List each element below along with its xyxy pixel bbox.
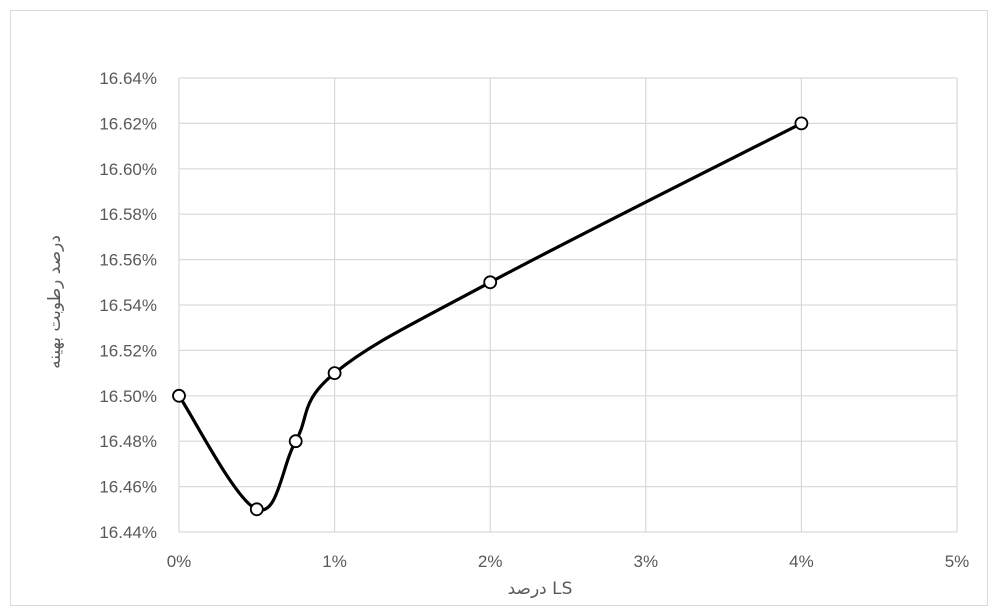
data-point-marker <box>329 367 341 379</box>
y-tick-label: 16.62% <box>99 114 157 133</box>
x-tick-label: 2% <box>478 552 503 571</box>
y-tick-label: 16.50% <box>99 387 157 406</box>
data-point-marker <box>795 117 807 129</box>
gridlines <box>179 78 957 532</box>
y-tick-label: 16.58% <box>99 205 157 224</box>
x-tick-label: 4% <box>789 552 814 571</box>
x-tick-label: 5% <box>945 552 970 571</box>
data-point-marker <box>484 276 496 288</box>
data-point-marker <box>290 435 302 447</box>
x-tick-label: 1% <box>322 552 347 571</box>
y-tick-label: 16.48% <box>99 432 157 451</box>
y-tick-label: 16.56% <box>99 251 157 270</box>
data-point-marker <box>251 503 263 515</box>
data-point-marker <box>173 390 185 402</box>
y-tick-label: 16.60% <box>99 160 157 179</box>
y-tick-label: 16.46% <box>99 478 157 497</box>
x-axis-title: درصد LS <box>508 579 573 599</box>
y-tick-label: 16.54% <box>99 296 157 315</box>
tick-labels: 16.44% 16.46% 16.48% 16.50% 16.52% 16.54% 16.5… <box>99 69 969 571</box>
x-tick-label: 0% <box>167 552 192 571</box>
x-tick-label: 3% <box>634 552 659 571</box>
y-tick-label: 16.44% <box>99 523 157 542</box>
y-tick-label: 16.64% <box>99 69 157 88</box>
y-tick-label: 16.52% <box>99 341 157 360</box>
y-axis-title: درصد رطوبت بهینه <box>45 235 65 369</box>
